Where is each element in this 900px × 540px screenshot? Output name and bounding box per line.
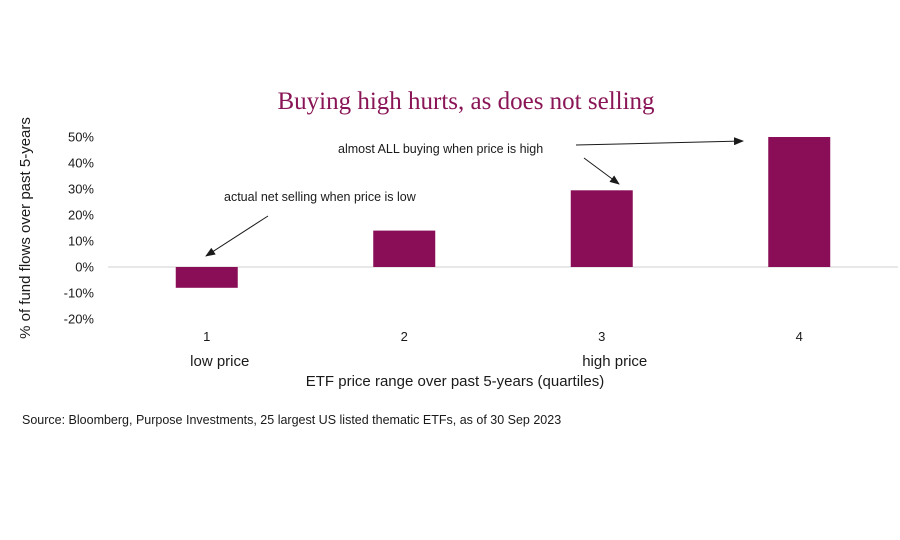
annotation-arrow-1	[205, 215, 269, 257]
y-tick-label: 50%	[68, 130, 94, 145]
annotation-all-buying: almost ALL buying when price is high	[338, 142, 543, 156]
y-tick-label: 40%	[68, 156, 94, 171]
annotation-arrow-2a	[575, 137, 744, 146]
y-axis-label: % of fund flows over past 5-years	[17, 117, 34, 339]
source-note: Source: Bloomberg, Purpose Investments, …	[22, 413, 561, 427]
x-tick-label: 3	[598, 329, 605, 344]
x-axis-sublabels: low price high price	[190, 353, 647, 370]
chart-title: Buying high hurts, as does not selling	[277, 88, 655, 115]
y-tick-label: -20%	[64, 312, 95, 327]
x-axis-label: ETF price range over past 5-years (quart…	[306, 373, 604, 390]
x-tick-label: 1	[203, 329, 210, 344]
y-tick-label: 10%	[68, 234, 94, 249]
x-axis-ticks: 1 2 3 4	[203, 329, 803, 344]
bar-2	[373, 230, 436, 267]
annotation-arrow-2b	[583, 157, 620, 185]
x-tick-label: 4	[796, 329, 803, 344]
annotation-net-selling: actual net selling when price is low	[224, 190, 417, 204]
y-axis-ticks: 50% 40% 30% 20% 10% 0% -10% -20%	[64, 130, 95, 327]
x-tick-label: 2	[401, 329, 408, 344]
y-tick-label: -10%	[64, 286, 95, 301]
x-sublabel: high price	[582, 353, 647, 370]
bar-4	[768, 137, 831, 267]
y-tick-label: 30%	[68, 182, 94, 197]
y-tick-label: 20%	[68, 208, 94, 223]
bar-3	[570, 190, 633, 267]
x-sublabel: low price	[190, 353, 249, 370]
bar-1	[175, 267, 238, 288]
bar-series	[175, 137, 831, 288]
y-tick-label: 0%	[75, 260, 94, 275]
